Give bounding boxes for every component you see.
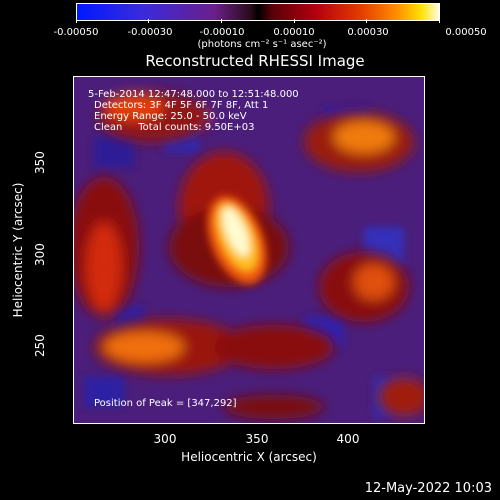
info-time-range: 5-Feb-2014 12:47:48.000 to 12:51:48.000	[88, 89, 299, 100]
colorbar-tick-mark	[148, 19, 149, 23]
y-tick-label: 350	[33, 151, 47, 174]
colorbar-tick-label: 0.00030	[347, 27, 389, 38]
colorbar-tick-label: 0.00010	[273, 27, 315, 38]
y-tick-label: 250	[33, 334, 47, 357]
colorbar-tick-mark	[366, 19, 367, 23]
colorbar-unit: (photons cm⁻² s⁻¹ asec⁻²)	[197, 39, 327, 50]
render-timestamp: 12-May-2022 10:03	[364, 481, 492, 496]
y-tick-label: 300	[33, 243, 47, 266]
info-clean-counts: Clean Total counts: 9.50E+03	[94, 122, 255, 133]
info-detectors: Detectors: 3F 4F 5F 6F 7F 8F, Att 1	[94, 100, 269, 111]
rhessi-image	[74, 77, 424, 423]
colorbar-tick-mark	[439, 19, 440, 23]
y-axis-label: Heliocentric Y (arcsec)	[11, 182, 25, 318]
colorbar-tick-label: -0.00010	[199, 27, 245, 38]
colorbar-tick-mark	[294, 19, 295, 23]
colorbar	[76, 3, 440, 21]
x-tick-label: 350	[245, 432, 269, 446]
plot-title: Reconstructed RHESSI Image	[145, 52, 365, 70]
x-axis-label: Heliocentric X (arcsec)	[181, 450, 317, 464]
x-tick-label: 400	[336, 432, 360, 446]
colorbar-tick-mark	[76, 19, 77, 23]
image-plot-area	[73, 76, 425, 424]
x-tick-label: 300	[153, 432, 177, 446]
colorbar-tick-label: -0.00050	[53, 27, 99, 38]
info-energy-range: Energy Range: 25.0 - 50.0 keV	[94, 111, 247, 122]
colorbar-tick-mark	[221, 19, 222, 23]
peak-position: Position of Peak = [347,292]	[94, 398, 237, 409]
colorbar-tick-label: -0.00030	[127, 27, 173, 38]
colorbar-tick-label: 0.00050	[445, 27, 487, 38]
